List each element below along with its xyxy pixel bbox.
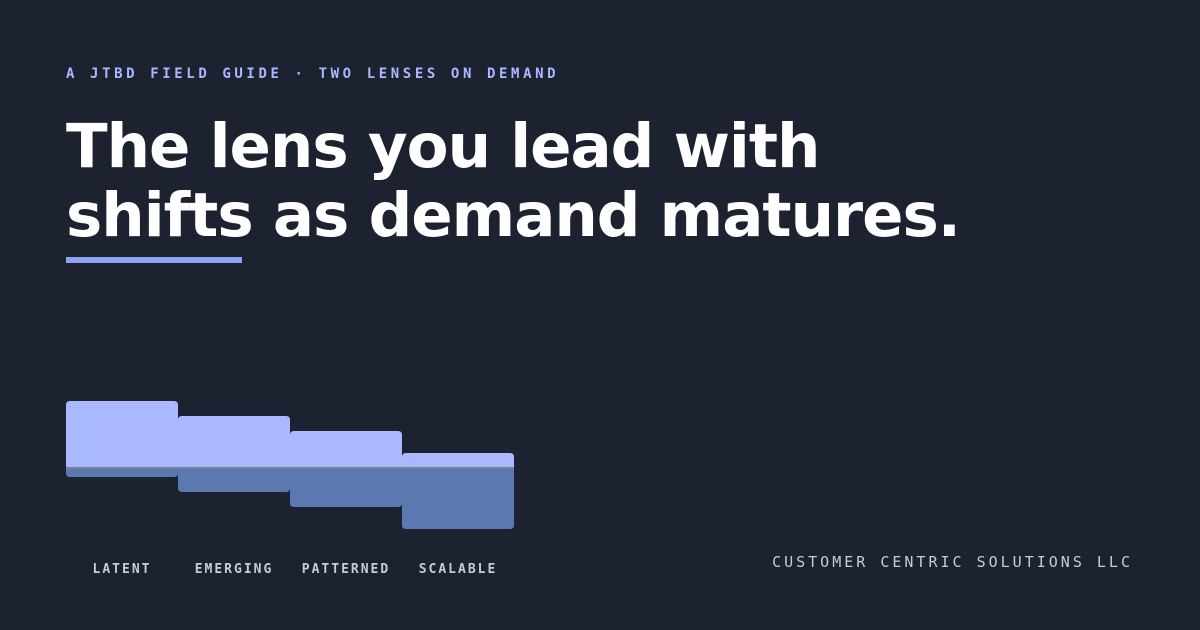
- bar: [178, 416, 290, 468]
- eyebrow: A JTBD FIELD GUIDE · TWO LENSES ON DEMAN…: [66, 66, 559, 82]
- chart: LATENT EMERGING PATTERNED SCALABLE: [66, 401, 514, 577]
- bar: [178, 468, 290, 492]
- underline: [66, 257, 242, 263]
- x-tick-label: SCALABLE: [419, 562, 498, 577]
- bar: [402, 468, 514, 529]
- x-tick-label: EMERGING: [195, 562, 274, 577]
- headline-line: shifts as demand matures.: [66, 180, 960, 251]
- bar: [290, 431, 402, 468]
- bar: [66, 468, 178, 477]
- x-tick-label: PATTERNED: [302, 562, 390, 577]
- bar: [290, 468, 402, 507]
- bar: [402, 453, 514, 468]
- footer: CUSTOMER CENTRIC SOLUTIONS LLC: [772, 553, 1133, 571]
- bar: [66, 401, 178, 468]
- headline-line: The lens you lead with: [66, 111, 819, 182]
- x-tick-label: LATENT: [93, 562, 152, 577]
